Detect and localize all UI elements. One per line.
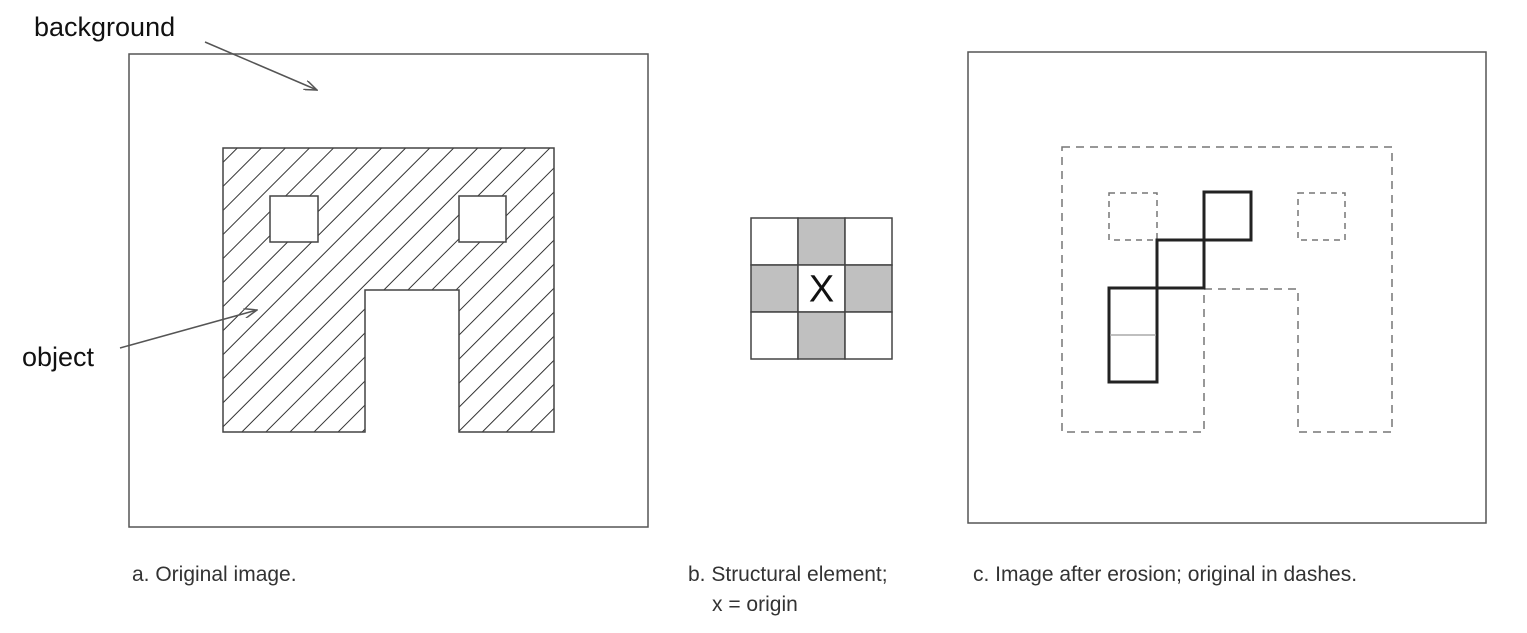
panel-c-eroded-image: [967, 51, 1487, 524]
background-arrow: [204, 41, 317, 90]
image-frame-eroded: [967, 51, 1487, 524]
object-shape: [222, 147, 555, 433]
original-outline-dashed: [1061, 146, 1393, 433]
image-frame: [128, 53, 649, 528]
origin-mark: X: [809, 269, 834, 311]
background-label: background: [34, 12, 176, 42]
caption-b-line2: x = origin: [712, 593, 798, 616]
object-label: object: [22, 342, 95, 372]
se-cell: [750, 264, 799, 313]
panel-b-structural-element: X: [750, 217, 893, 360]
se-cell: [797, 217, 846, 266]
caption-a: a. Original image.: [132, 563, 297, 586]
se-origin-cell: [797, 264, 846, 313]
original-hole-right-dashed: [1297, 192, 1346, 241]
caption-c: c. Image after erosion; original in dash…: [973, 563, 1358, 586]
object-hole-left: [269, 195, 319, 243]
se-cell: [844, 217, 893, 266]
object-arrow: [119, 310, 257, 349]
se-cell: [844, 264, 893, 313]
object-hole-right: [458, 195, 507, 243]
se-cell: [750, 217, 799, 266]
se-cell: [797, 311, 846, 360]
eroded-object-outline: [1107, 190, 1253, 384]
caption-b-line1: b. Structural element;: [688, 563, 888, 586]
original-hole-left-dashed: [1108, 192, 1158, 241]
se-cell: [750, 311, 799, 360]
se-cell: [844, 311, 893, 360]
panel-a-original-image: [119, 41, 649, 528]
